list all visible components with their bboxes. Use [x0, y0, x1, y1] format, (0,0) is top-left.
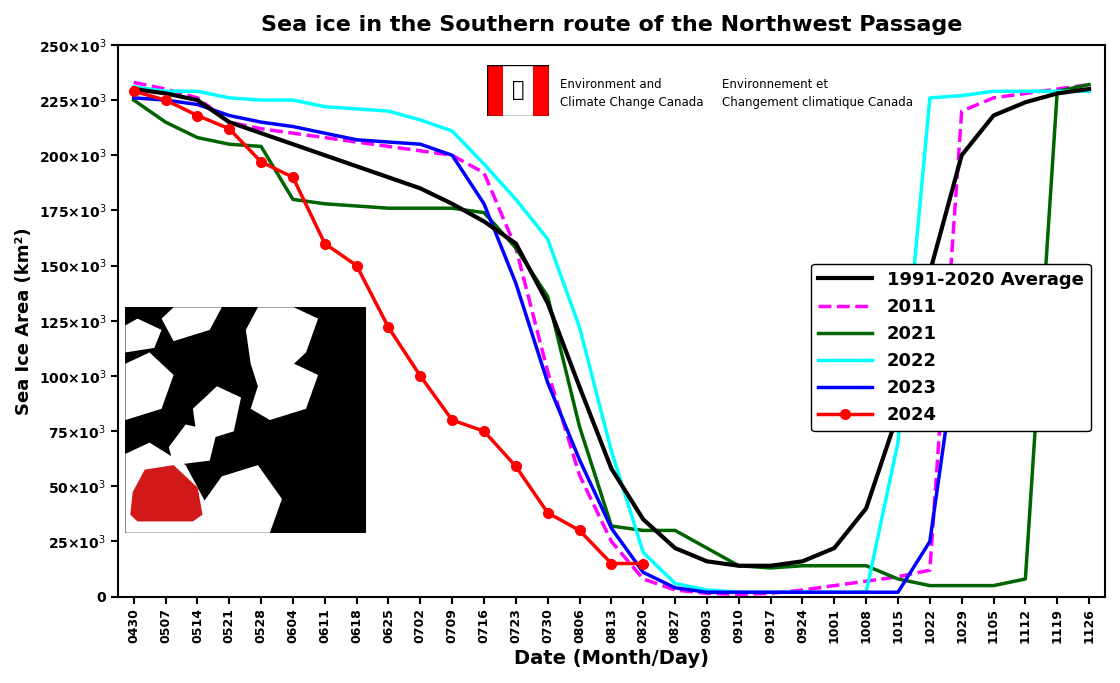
Polygon shape: [246, 307, 318, 386]
Polygon shape: [251, 363, 318, 420]
Y-axis label: Sea Ice Area (km²): Sea Ice Area (km²): [15, 227, 32, 415]
Text: 🍁: 🍁: [512, 81, 524, 100]
Text: Environnement et
Changement climatique Canada: Environnement et Changement climatique C…: [722, 78, 914, 109]
Title: Sea ice in the Southern route of the Northwest Passage: Sea ice in the Southern route of the Nor…: [261, 15, 962, 35]
Bar: [503, 65, 533, 116]
Polygon shape: [125, 318, 161, 352]
Polygon shape: [169, 425, 217, 465]
Bar: [487, 65, 503, 116]
Polygon shape: [161, 307, 222, 341]
Legend: 1991-2020 Average, 2011, 2021, 2022, 2023, 2024: 1991-2020 Average, 2011, 2021, 2022, 202…: [811, 264, 1091, 431]
Polygon shape: [197, 465, 282, 533]
Polygon shape: [125, 352, 174, 420]
Polygon shape: [193, 386, 241, 443]
Text: Environment and
Climate Change Canada: Environment and Climate Change Canada: [560, 78, 703, 109]
Polygon shape: [125, 443, 209, 533]
X-axis label: Date (Month/Day): Date (Month/Day): [514, 649, 709, 668]
Bar: [533, 65, 549, 116]
Polygon shape: [130, 465, 203, 522]
